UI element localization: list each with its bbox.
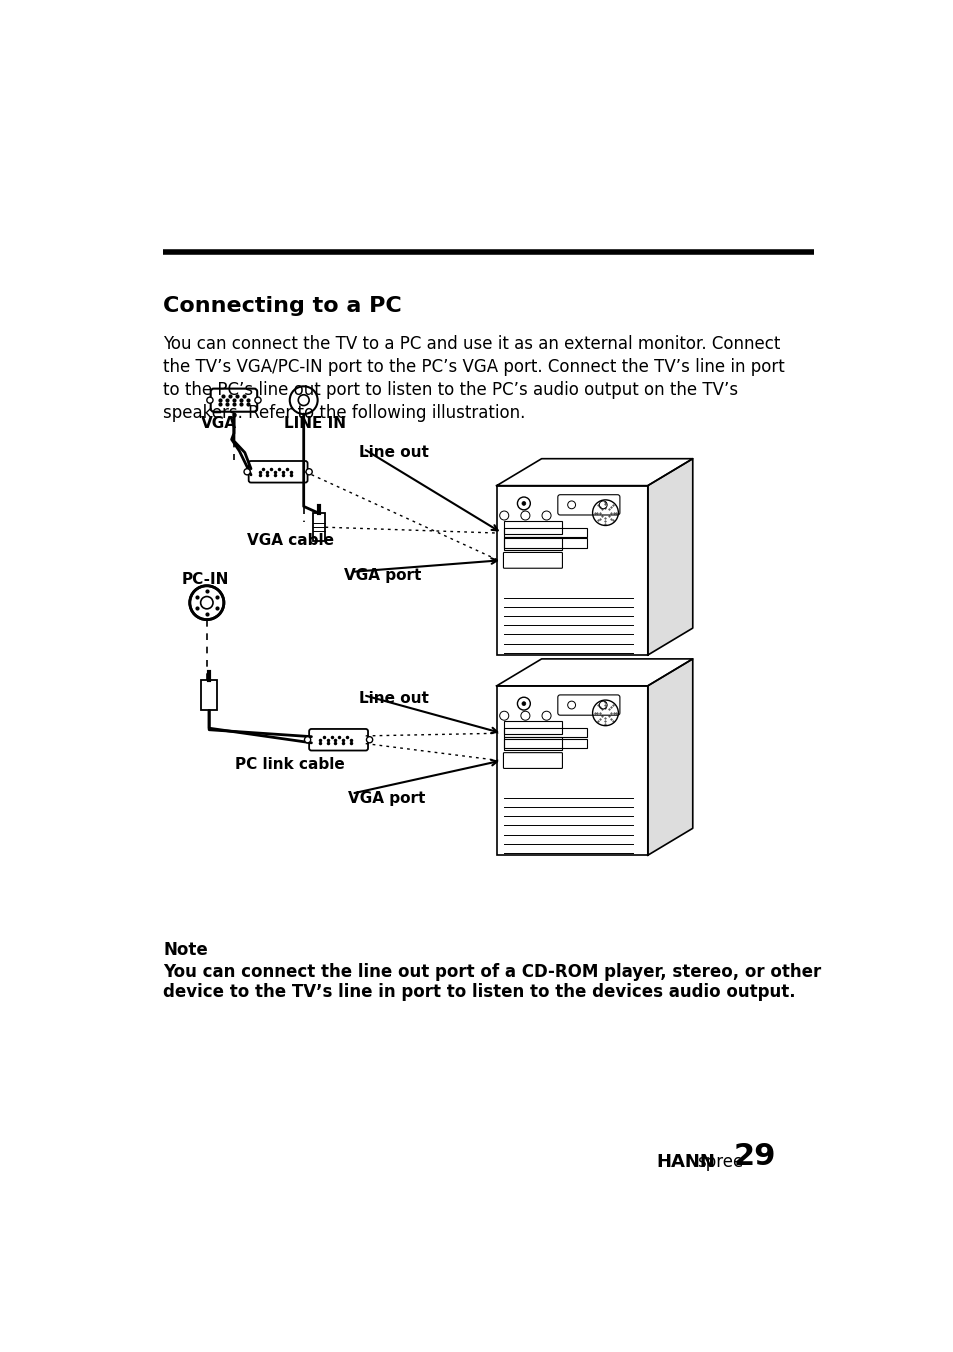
Circle shape xyxy=(207,397,213,403)
Circle shape xyxy=(244,469,250,475)
Text: device to the TV’s line in port to listen to the devices audio output.: device to the TV’s line in port to liste… xyxy=(163,983,795,1000)
Bar xyxy=(504,537,561,550)
Text: Note: Note xyxy=(163,941,208,960)
Circle shape xyxy=(254,397,261,403)
Circle shape xyxy=(521,502,525,506)
Text: the TV’s VGA/PC-IN port to the PC’s VGA port. Connect the TV’s line in port: the TV’s VGA/PC-IN port to the PC’s VGA … xyxy=(163,358,784,376)
Text: HANN: HANN xyxy=(656,1153,715,1171)
Text: VGA cable: VGA cable xyxy=(247,534,334,549)
Text: PC-IN: PC-IN xyxy=(181,572,229,587)
Circle shape xyxy=(190,585,224,619)
Bar xyxy=(504,727,587,737)
Bar xyxy=(497,685,647,856)
Polygon shape xyxy=(647,658,692,856)
Text: Connecting to a PC: Connecting to a PC xyxy=(163,296,402,316)
Text: You can connect the line out port of a CD-ROM player, stereo, or other: You can connect the line out port of a C… xyxy=(163,963,821,982)
Bar xyxy=(504,722,561,734)
Text: VGA: VGA xyxy=(200,415,236,430)
Bar xyxy=(504,738,587,748)
Text: speakers. Refer to the following illustration.: speakers. Refer to the following illustr… xyxy=(163,404,525,422)
Bar xyxy=(313,514,325,541)
Circle shape xyxy=(521,702,525,706)
Text: VGA port: VGA port xyxy=(348,791,425,806)
Circle shape xyxy=(304,737,311,742)
Text: to the PC’s line out port to listen to the PC’s audio output on the TV’s: to the PC’s line out port to listen to t… xyxy=(163,381,738,399)
Circle shape xyxy=(366,737,373,742)
Bar xyxy=(497,485,647,654)
Bar xyxy=(504,737,561,750)
Polygon shape xyxy=(647,458,692,654)
Text: VGA port: VGA port xyxy=(344,568,421,583)
Text: You can connect the TV to a PC and use it as an external monitor. Connect: You can connect the TV to a PC and use i… xyxy=(163,335,780,353)
Text: PC link cable: PC link cable xyxy=(235,757,345,772)
Text: Line out: Line out xyxy=(359,691,429,706)
Circle shape xyxy=(306,469,312,475)
Text: spree: spree xyxy=(696,1153,742,1171)
Bar xyxy=(504,538,587,548)
Text: Line out: Line out xyxy=(359,445,429,460)
Bar xyxy=(504,527,587,537)
Bar xyxy=(201,680,216,711)
Polygon shape xyxy=(497,458,692,485)
Text: LINE IN: LINE IN xyxy=(284,415,346,430)
Polygon shape xyxy=(497,658,692,685)
Bar xyxy=(504,522,561,534)
Text: 29: 29 xyxy=(733,1142,776,1171)
